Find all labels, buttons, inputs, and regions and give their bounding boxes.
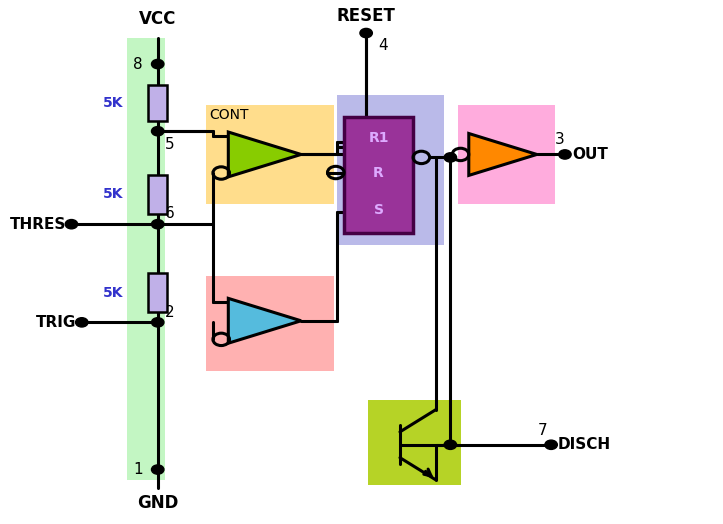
Bar [148,175,167,214]
Text: 3: 3 [555,133,565,147]
Bar [206,105,334,203]
Circle shape [152,318,164,327]
Bar [148,85,167,121]
Bar [206,276,334,372]
Circle shape [152,127,164,136]
Bar [344,117,413,233]
Text: 1: 1 [133,462,142,477]
Text: CONT: CONT [210,108,249,122]
Text: S: S [374,203,384,217]
Text: 6: 6 [165,206,174,221]
Polygon shape [469,134,537,176]
Bar [148,273,167,312]
Text: 5K: 5K [103,188,123,202]
Text: 5: 5 [165,137,174,151]
Text: 2: 2 [165,304,174,320]
Text: R1: R1 [368,130,389,145]
Bar [127,38,165,480]
Text: 5K: 5K [103,286,123,300]
Bar [368,400,461,485]
Circle shape [545,440,557,450]
Circle shape [152,220,164,229]
Text: THRES: THRES [9,217,66,232]
Text: DISCH: DISCH [558,437,611,452]
Circle shape [152,465,164,474]
Text: 5K: 5K [103,96,123,110]
Text: GND: GND [137,494,179,512]
Text: 8: 8 [133,57,142,72]
Circle shape [152,59,164,69]
Polygon shape [228,132,301,177]
Text: 7: 7 [537,423,547,438]
Bar [458,105,555,203]
Circle shape [559,150,571,159]
Circle shape [65,220,77,229]
Circle shape [76,318,88,327]
Circle shape [444,440,456,450]
Circle shape [444,153,456,162]
Text: 4: 4 [379,38,388,53]
Text: RESET: RESET [337,7,395,25]
Text: OUT: OUT [572,147,608,162]
Text: R: R [373,166,384,180]
Text: VCC: VCC [139,10,176,28]
Bar [337,95,444,245]
Text: TRIG: TRIG [36,315,76,330]
Circle shape [360,28,372,38]
Polygon shape [228,298,301,343]
